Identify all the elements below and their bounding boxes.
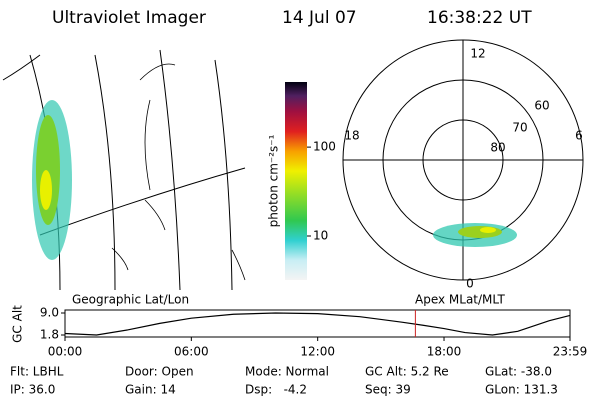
mlt-label: 6 [575, 129, 583, 143]
x-tick-label: 18:00 [427, 345, 462, 359]
title: Ultraviolet Imager [52, 8, 206, 28]
footer-field: IP: 36.0 [10, 383, 55, 397]
footer-field: Dsp: -4.2 [245, 383, 307, 397]
footer: Flt: LBHL Door: Open Mode: Normal GC Alt: 5… [10, 365, 558, 397]
time: 16:38:22 UT [427, 8, 532, 28]
footer-field: Flt: LBHL [10, 365, 64, 379]
footer-field: GLon: 131.3 [485, 383, 558, 397]
lat-label: 60 [534, 99, 549, 113]
lat-label: 70 [512, 121, 527, 135]
altitude-line [64, 312, 571, 336]
footer-field: Seq: 39 [365, 383, 411, 397]
footer-field: Mode: Normal [245, 365, 329, 379]
mlt-label: 12 [470, 47, 485, 61]
colorbar-label: photon cm⁻²s⁻¹ [267, 134, 281, 227]
footer-field: GC Alt: 5.2 Re [365, 365, 449, 379]
footer-field: GLat: -38.0 [485, 365, 552, 379]
map [2, 49, 246, 291]
y-tick-label: 9.0 [40, 306, 59, 320]
x-tick-label: 00:00 [48, 345, 83, 359]
x-tick-label: 23:59 [553, 345, 588, 359]
footer-field: Door: Open [125, 365, 194, 379]
colorbar-tick-label: 10 [313, 229, 328, 243]
map-caption: Geographic Lat/Lon [72, 293, 189, 307]
colorbar-tick-label: 100 [313, 140, 336, 154]
date: 14 Jul 07 [282, 8, 357, 28]
y-tick-label: 1.8 [40, 328, 59, 342]
mlt-label: 0 [466, 277, 474, 291]
colorbar-ticks: 10 100 [307, 140, 336, 243]
lat-label: 80 [490, 141, 505, 155]
polar-plot [342, 39, 584, 281]
colorbar [285, 82, 307, 280]
altitude-ylabel: GC Alt [11, 305, 25, 343]
footer-field: Gain: 14 [125, 383, 176, 397]
altitude-plot: 9.0 1.8 00:00 06:00 12:00 18:00 23:59 [40, 306, 587, 359]
x-tick-label: 06:00 [174, 345, 209, 359]
x-tick-label: 12:00 [300, 345, 335, 359]
mlt-label: 18 [344, 129, 359, 143]
polar-caption: Apex MLat/MLT [415, 293, 505, 307]
